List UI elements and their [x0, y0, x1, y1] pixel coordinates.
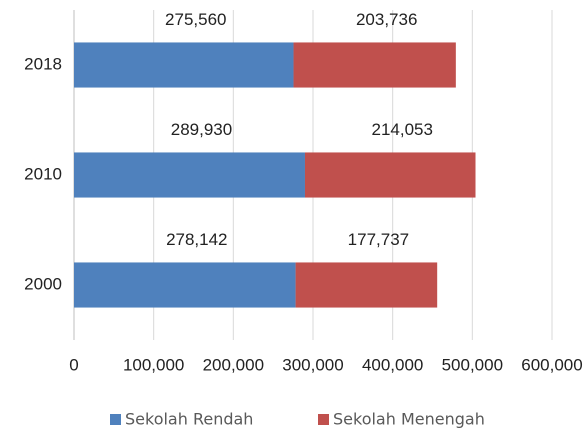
data-label: 177,737 — [348, 230, 409, 249]
x-tick-label: 100,000 — [123, 355, 184, 374]
x-tick-label: 400,000 — [362, 355, 423, 374]
x-tick-label: 0 — [69, 355, 78, 374]
data-label: 203,736 — [356, 10, 417, 29]
x-tick-label: 500,000 — [442, 355, 503, 374]
x-tick-label: 300,000 — [282, 355, 343, 374]
bar — [293, 42, 456, 88]
legend-label: Sekolah Rendah — [125, 410, 253, 429]
bar — [74, 42, 294, 88]
x-tick-label: 600,000 — [521, 355, 582, 374]
data-label: 278,142 — [166, 230, 227, 249]
x-tick-label: 200,000 — [203, 355, 264, 374]
bar — [74, 262, 296, 308]
data-label: 214,053 — [372, 120, 433, 139]
bar — [74, 152, 305, 198]
legend-swatch — [318, 414, 329, 425]
legend-swatch — [110, 414, 121, 425]
bar — [295, 262, 438, 308]
data-label: 289,930 — [171, 120, 232, 139]
data-label: 275,560 — [165, 10, 226, 29]
bar — [304, 152, 476, 198]
y-tick-label: 2010 — [24, 164, 62, 183]
y-tick-label: 2000 — [24, 274, 62, 293]
legend-label: Sekolah Menengah — [333, 410, 485, 429]
y-tick-label: 2018 — [24, 54, 62, 73]
